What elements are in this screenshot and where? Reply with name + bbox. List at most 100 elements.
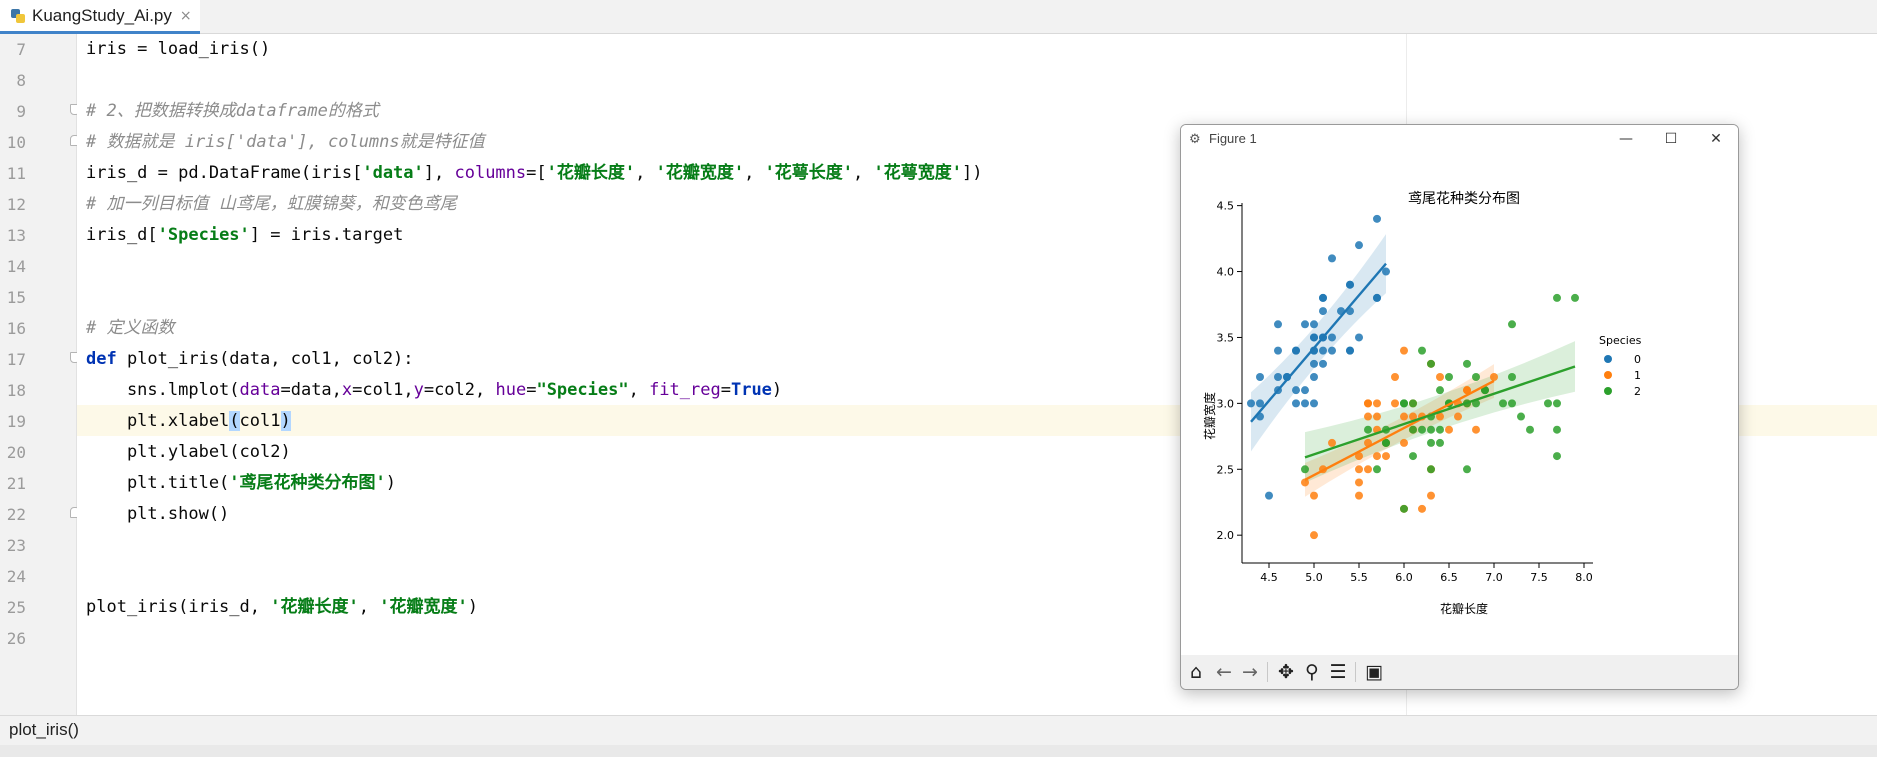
data-point bbox=[1427, 491, 1435, 500]
code-line-21[interactable]: plt.title('鸢尾花种类分布图') bbox=[86, 473, 397, 493]
data-point bbox=[1490, 373, 1498, 381]
code-line-18[interactable]: sns.lmplot(data=data,x=col1,y=col2, hue=… bbox=[86, 380, 783, 400]
data-point bbox=[1571, 293, 1579, 302]
data-point bbox=[1319, 359, 1327, 368]
data-point bbox=[1436, 373, 1444, 381]
line-number: 21 bbox=[6, 474, 26, 493]
line-number: 15 bbox=[6, 288, 26, 307]
breadcrumb-function[interactable]: plot_iris() bbox=[9, 720, 79, 739]
data-point bbox=[1301, 399, 1309, 408]
forward-icon[interactable]: → bbox=[1242, 661, 1258, 683]
close-button[interactable]: ✕ bbox=[1710, 131, 1722, 147]
code-line-19[interactable]: plt.xlabel(col1) bbox=[86, 411, 291, 431]
code-line-11[interactable]: iris_d = pd.DataFrame(iris['data'], colu… bbox=[86, 163, 983, 183]
code-line-22[interactable]: plt.show() bbox=[86, 504, 230, 524]
data-point bbox=[1382, 267, 1390, 276]
data-point bbox=[1355, 241, 1363, 250]
pan-icon[interactable]: ✥ bbox=[1278, 661, 1294, 683]
toolbar-separator bbox=[1355, 662, 1356, 682]
data-point bbox=[1409, 399, 1417, 408]
data-point bbox=[1310, 373, 1318, 381]
legend-label: 1 bbox=[1634, 369, 1641, 382]
y-tick-label: 3.5 bbox=[1217, 331, 1235, 344]
code-line-17[interactable]: def plot_iris(data, col1, col2): bbox=[86, 349, 414, 369]
save-icon[interactable]: ▣ bbox=[1365, 661, 1383, 683]
data-point bbox=[1274, 373, 1282, 381]
data-point bbox=[1364, 412, 1372, 421]
data-point bbox=[1436, 386, 1444, 395]
y-tick-label: 4.0 bbox=[1217, 266, 1235, 279]
data-point bbox=[1454, 412, 1462, 421]
line-number: 17 bbox=[6, 350, 26, 369]
data-point bbox=[1418, 425, 1426, 434]
tab-close-icon[interactable]: × bbox=[179, 7, 192, 24]
data-point bbox=[1517, 412, 1525, 421]
data-point bbox=[1355, 452, 1363, 461]
chart-title: 鸢尾花种类分布图 bbox=[1408, 191, 1520, 207]
data-point bbox=[1274, 320, 1282, 329]
x-tick-label: 4.5 bbox=[1260, 571, 1278, 584]
breadcrumb[interactable]: plot_iris() bbox=[0, 715, 1877, 745]
line-number: 22 bbox=[6, 505, 26, 524]
figure-window[interactable]: ⚙ Figure 1 — ☐ ✕ 4.5 5.0 5.5 6.0 6.5 7.0 7.5 8.… bbox=[1180, 124, 1739, 690]
y-tick-label: 4.5 bbox=[1217, 200, 1235, 213]
data-point bbox=[1427, 359, 1435, 368]
data-point bbox=[1364, 425, 1372, 434]
data-point bbox=[1544, 399, 1552, 408]
data-point bbox=[1301, 386, 1309, 395]
legend-marker bbox=[1604, 387, 1612, 395]
code-line-25[interactable]: plot_iris(iris_d, '花瓣长度', '花瓣宽度') bbox=[86, 597, 478, 617]
line-number-gutter: 7 8 9 10 11 12 13 14 15 16 17 18 19 20 2… bbox=[0, 34, 80, 715]
data-point bbox=[1346, 346, 1354, 355]
data-point bbox=[1526, 425, 1534, 434]
line-number: 18 bbox=[6, 381, 26, 400]
data-point bbox=[1328, 346, 1336, 355]
minimize-button[interactable]: — bbox=[1619, 131, 1633, 147]
line-number: 20 bbox=[6, 443, 26, 462]
code-line-7[interactable]: iris = load_iris() bbox=[86, 39, 271, 59]
toolbar-separator bbox=[1267, 662, 1268, 682]
legend-label: 2 bbox=[1634, 385, 1641, 398]
x-tick-label: 7.0 bbox=[1485, 571, 1503, 584]
configure-icon[interactable]: ☰ bbox=[1329, 661, 1347, 683]
line-number: 9 bbox=[16, 102, 26, 121]
data-point bbox=[1319, 293, 1327, 302]
data-point bbox=[1463, 386, 1471, 395]
code-line-10[interactable]: # 数据就是 iris['data'], columns就是特征值 bbox=[86, 132, 485, 152]
data-point bbox=[1301, 320, 1309, 329]
legend-title: Species bbox=[1599, 334, 1642, 347]
figure-title: Figure 1 bbox=[1209, 131, 1257, 146]
code-line-9[interactable]: # 2、把数据转换成dataframe的格式 bbox=[86, 101, 379, 121]
data-point bbox=[1247, 399, 1255, 408]
data-point bbox=[1355, 478, 1363, 487]
zoom-icon[interactable]: ⚲ bbox=[1305, 661, 1319, 683]
line-number: 14 bbox=[6, 257, 26, 276]
legend-marker bbox=[1604, 355, 1612, 363]
tab-filename: KuangStudy_Ai.py bbox=[32, 5, 172, 25]
bottom-strip bbox=[0, 745, 1877, 757]
code-line-13[interactable]: iris_d['Species'] = iris.target bbox=[86, 225, 404, 245]
data-point bbox=[1328, 438, 1336, 447]
home-icon[interactable]: ⌂ bbox=[1189, 661, 1203, 683]
maximize-button[interactable]: ☐ bbox=[1664, 131, 1678, 147]
data-point bbox=[1508, 373, 1516, 381]
code-line-16[interactable]: # 定义函数 bbox=[86, 318, 175, 338]
data-point bbox=[1355, 333, 1363, 342]
line-number: 12 bbox=[6, 195, 26, 214]
code-line-12[interactable]: # 加一列目标值 山鸢尾，虹膜锦葵，和变色鸢尾 bbox=[86, 194, 457, 214]
tab-kuangstudy-ai[interactable]: KuangStudy_Ai.py × bbox=[0, 0, 200, 34]
code-line-20[interactable]: plt.ylabel(col2) bbox=[86, 442, 291, 462]
editor-tab-bar: KuangStudy_Ai.py × bbox=[0, 0, 1877, 34]
data-point bbox=[1436, 412, 1444, 421]
plot-canvas[interactable]: 4.5 5.0 5.5 6.0 6.5 7.0 7.5 8.0 2.0 2.5 3.0 3.5 4.0 4… bbox=[1181, 153, 1738, 627]
data-point bbox=[1400, 438, 1408, 447]
data-point bbox=[1553, 452, 1561, 461]
figure-title-bar[interactable]: ⚙ Figure 1 — ☐ ✕ bbox=[1181, 125, 1738, 153]
regression-line bbox=[1304, 365, 1576, 459]
x-tick-label: 8.0 bbox=[1575, 571, 1593, 584]
regression-line bbox=[1304, 379, 1495, 481]
line-number: 7 bbox=[16, 40, 26, 59]
back-icon[interactable]: ← bbox=[1216, 661, 1232, 683]
data-point bbox=[1400, 504, 1408, 513]
data-point bbox=[1463, 359, 1471, 368]
